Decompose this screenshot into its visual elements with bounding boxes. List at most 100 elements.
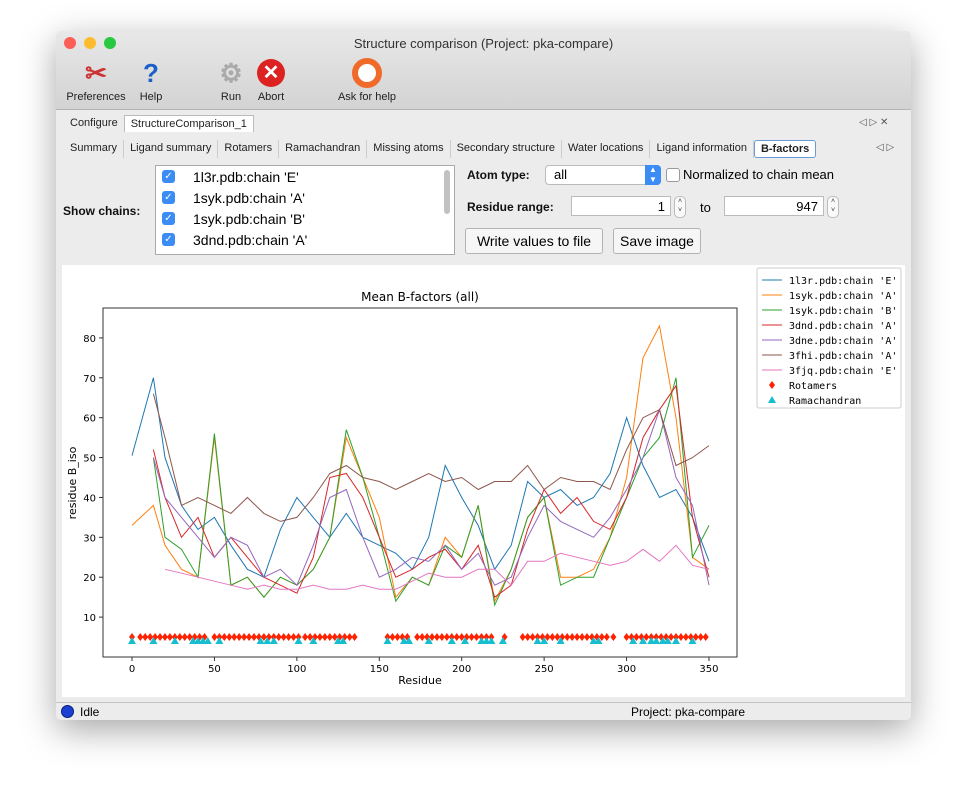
ramachandran-marker [424,637,433,645]
tab-water-locations[interactable]: Water locations [562,140,651,158]
abort-button[interactable]: ✕ Abort [254,57,288,103]
tab-ligand-summary[interactable]: Ligand summary [124,140,219,158]
rotamer-marker [623,633,630,642]
rotamer-marker [559,633,566,642]
chain-item[interactable]: ✓ 3dnd.pdb:chain 'A' [156,229,454,250]
rotamer-marker [473,633,480,642]
write-values-button[interactable]: Write values to file [465,228,603,254]
checkbox-checked-icon[interactable]: ✓ [162,212,175,225]
residue-range-label: Residue range: [467,200,554,214]
chain-list-scrollbar[interactable] [444,170,450,214]
ramachandran-marker [294,637,303,645]
chain-list[interactable]: ✓ 1l3r.pdb:chain 'E' ✓ 1syk.pdb:chain 'A' … [155,165,455,255]
x-tick-label: 300 [617,664,636,675]
range-to-label: to [700,200,711,215]
range-to-stepper[interactable]: ˄ ˅ [827,196,839,218]
y-tick-label: 40 [83,493,96,504]
chain-label: 1l3r.pdb:chain 'E' [193,168,299,185]
legend-label: 3fjq.pdb:chain 'E' [789,366,897,377]
normalized-checkbox[interactable] [666,168,680,182]
sub-tab-arrows[interactable]: ◁ ▷ [876,142,895,153]
rotamer-marker [186,633,193,642]
status-indicator-icon [61,705,74,718]
rotamer-marker [326,633,333,642]
rotamer-marker [166,633,173,642]
rotamer-marker [692,633,699,642]
tab-summary[interactable]: Summary [64,140,125,158]
tab-structurecomparison[interactable]: StructureComparison_1 [123,115,254,132]
tab-missing-atoms[interactable]: Missing atoms [367,140,451,158]
rotamer-marker [529,633,536,642]
zoom-window-button[interactable] [104,37,116,49]
help-button[interactable]: ? Help [134,57,168,104]
rotamer-marker [569,633,576,642]
ramachandran-marker [461,637,470,645]
atom-type-label: Atom type: [467,168,530,182]
legend-label: 3dne.pdb:chain 'A' [789,336,897,347]
rotamer-marker [610,633,617,642]
rotamer-marker [702,633,709,642]
rotamer-marker [414,633,421,642]
preferences-icon: ✂ [85,57,107,88]
rotamer-marker [668,633,675,642]
ask-for-help-button[interactable]: Ask for help [332,57,402,103]
rotamer-marker [554,633,561,642]
checkbox-checked-icon[interactable]: ✓ [162,170,175,183]
atom-type-select[interactable]: all ▲ ▼ [545,165,661,185]
abort-label: Abort [257,91,285,103]
tab-rotamers[interactable]: Rotamers [218,140,280,158]
rotamer-marker [221,633,228,642]
tab-ramachandran[interactable]: Ramachandran [279,140,368,158]
checkbox-checked-icon[interactable]: ✓ [162,233,175,246]
top-tab-arrows[interactable]: ◁ ▷ ✕ [859,117,889,128]
tab-secondary-structure[interactable]: Secondary structure [451,140,563,158]
save-image-button[interactable]: Save image [613,228,701,254]
show-chains-label: Show chains: [63,204,141,218]
legend-label: Rotamers [789,381,837,392]
legend-label: 1l3r.pdb:chain 'E' [789,276,897,287]
rotamer-marker [633,633,640,642]
legend-ramachandran-icon [768,396,776,403]
run-button[interactable]: ⚙ Run [214,57,248,104]
rotamer-marker [142,633,149,642]
legend-label: Ramachandran [789,396,861,407]
rotamer-marker [429,633,436,642]
range-from-stepper[interactable]: ˄ ˅ [674,196,686,218]
x-axis-label: Residue [398,674,442,687]
rotamer-marker [682,633,689,642]
ramachandran-marker [263,637,272,645]
sub-tab-bar: Summary Ligand summary Rotamers Ramachan… [64,140,817,158]
legend-label: 3dnd.pdb:chain 'A' [789,321,897,332]
rotamer-marker [453,633,460,642]
rotamer-marker [468,633,475,642]
title-bar: Structure comparison (Project: pka-compa… [56,31,911,110]
tab-b-factors[interactable]: B-factors [753,140,817,158]
preferences-button[interactable]: ✂ Preferences [64,57,128,104]
ramachandran-marker [639,637,648,645]
rotamer-marker [549,633,556,642]
chain-item[interactable]: ✓ 1syk.pdb:chain 'A' [156,187,454,208]
close-window-button[interactable] [64,37,76,49]
ramachandran-marker [383,637,392,645]
ramachandran-marker [540,637,549,645]
minimize-window-button[interactable] [84,37,96,49]
rotamer-marker [241,633,248,642]
chain-label: 1syk.pdb:chain 'A' [193,189,305,206]
range-to-input[interactable]: 947 [724,196,824,216]
rotamer-marker [331,633,338,642]
tab-ligand-information[interactable]: Ligand information [650,140,754,158]
checkbox-checked-icon[interactable]: ✓ [162,191,175,204]
ramachandran-marker [447,637,456,645]
rotamer-marker [519,633,526,642]
chain-item[interactable]: ✓ 1l3r.pdb:chain 'E' [156,166,454,187]
series-line-3fhi-pdb-chain-a- [152,393,710,522]
rotamer-marker [438,633,445,642]
series-line-3fjq-pdb-chain-e- [164,544,710,590]
tab-configure[interactable]: Configure [70,117,118,129]
x-tick-label: 0 [129,664,135,675]
range-from-input[interactable]: 1 [571,196,671,216]
rotamer-marker [316,633,323,642]
chain-item[interactable]: ✓ 1syk.pdb:chain 'B' [156,208,454,229]
ask-for-help-label: Ask for help [337,91,397,103]
rotamer-marker [236,633,243,642]
